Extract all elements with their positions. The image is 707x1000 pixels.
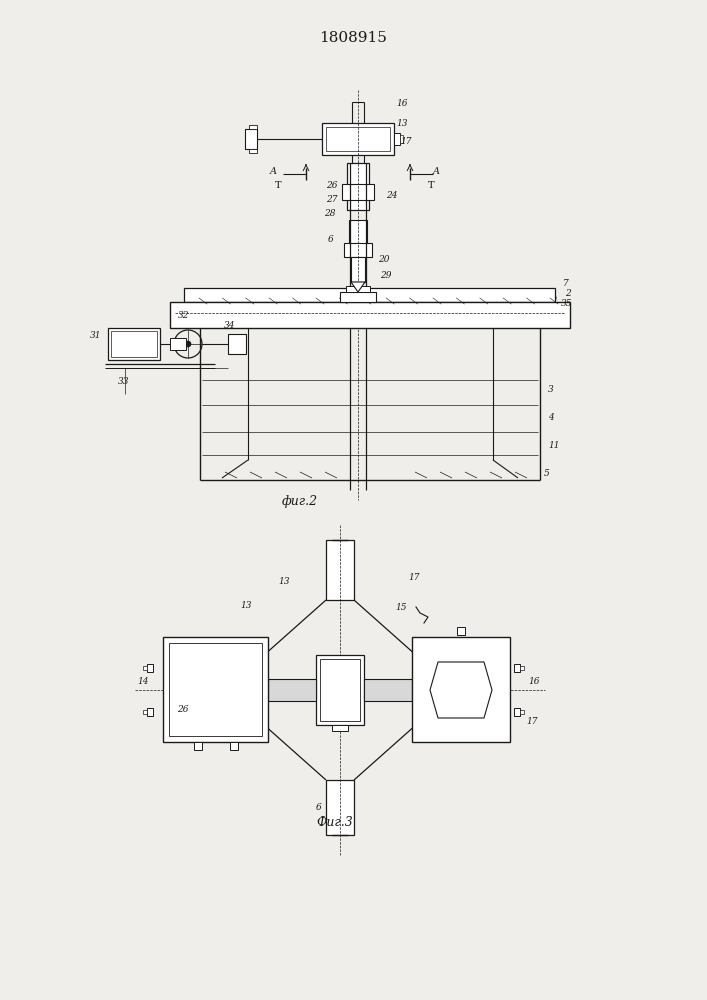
Text: 32: 32 — [178, 312, 189, 320]
Text: 31: 31 — [90, 332, 102, 340]
Bar — [351, 257, 365, 282]
Text: 3: 3 — [548, 385, 554, 394]
Bar — [194, 742, 202, 750]
Bar — [520, 710, 524, 714]
Text: 13: 13 — [396, 119, 407, 128]
Bar — [514, 664, 520, 672]
Bar — [170, 338, 186, 350]
Bar — [349, 220, 367, 245]
Bar — [332, 725, 348, 731]
Text: 29: 29 — [380, 271, 392, 280]
Polygon shape — [351, 282, 365, 292]
Text: 1808915: 1808915 — [319, 31, 387, 45]
Text: 13: 13 — [240, 600, 252, 609]
Bar — [316, 655, 364, 725]
Text: 16: 16 — [528, 678, 539, 686]
Bar — [230, 742, 238, 750]
Bar — [228, 334, 246, 354]
Polygon shape — [430, 662, 492, 718]
Text: 17: 17 — [408, 574, 419, 582]
Text: 35: 35 — [561, 300, 573, 308]
Text: 28: 28 — [324, 210, 336, 219]
Bar — [320, 659, 360, 721]
Text: 5: 5 — [544, 468, 550, 478]
Text: T: T — [275, 182, 281, 190]
Text: T: T — [428, 182, 435, 190]
Text: 26: 26 — [326, 180, 337, 190]
Bar — [245, 129, 257, 149]
Bar — [249, 125, 257, 129]
Bar — [520, 666, 524, 670]
Circle shape — [339, 688, 341, 692]
Bar — [326, 780, 354, 835]
Bar — [111, 331, 157, 357]
Bar — [364, 679, 412, 701]
Bar — [184, 288, 555, 302]
Text: 7: 7 — [563, 279, 568, 288]
Bar — [268, 679, 316, 701]
Bar — [342, 184, 374, 200]
Bar — [514, 708, 520, 716]
Text: 17: 17 — [400, 137, 411, 146]
Text: 27: 27 — [326, 196, 337, 205]
Bar — [326, 540, 354, 600]
Bar — [400, 135, 403, 143]
Text: 17: 17 — [526, 718, 537, 726]
Bar — [346, 286, 370, 292]
Bar — [326, 127, 390, 151]
Bar — [163, 637, 268, 742]
Circle shape — [185, 341, 191, 347]
Bar — [169, 643, 262, 736]
Text: 2: 2 — [565, 290, 571, 298]
Bar — [412, 637, 510, 742]
Text: A: A — [269, 167, 276, 176]
Bar — [344, 243, 372, 257]
Text: 6: 6 — [316, 804, 322, 812]
Text: A: A — [433, 167, 440, 176]
Bar — [340, 292, 376, 302]
Text: 16: 16 — [396, 100, 407, 108]
Text: 13: 13 — [278, 578, 289, 586]
Bar — [394, 133, 400, 145]
Text: 20: 20 — [378, 255, 390, 264]
Bar — [347, 163, 369, 210]
Bar — [108, 328, 160, 360]
Bar — [170, 302, 570, 328]
Bar — [143, 710, 147, 714]
Bar — [147, 664, 153, 672]
Bar — [457, 627, 465, 635]
Bar — [143, 666, 147, 670]
Bar — [249, 149, 257, 153]
Bar — [147, 708, 153, 716]
Text: фиг.2: фиг.2 — [282, 495, 318, 508]
Text: 6: 6 — [328, 235, 334, 244]
Text: 34: 34 — [224, 322, 235, 330]
Text: 15: 15 — [395, 603, 407, 612]
Text: 11: 11 — [548, 440, 559, 450]
Text: 4: 4 — [548, 412, 554, 422]
Text: 26: 26 — [177, 706, 189, 714]
Text: 14: 14 — [137, 678, 148, 686]
Bar — [322, 123, 394, 155]
Text: 24: 24 — [386, 190, 397, 200]
Text: Фиг.3: Фиг.3 — [316, 816, 353, 828]
Text: 33: 33 — [118, 377, 129, 386]
